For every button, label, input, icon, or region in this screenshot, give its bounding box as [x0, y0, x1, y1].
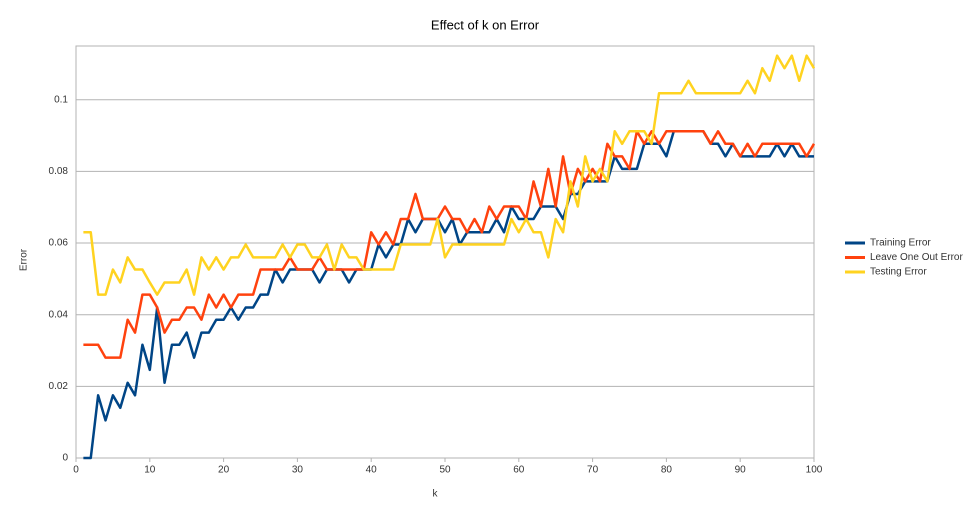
y-tick-label: 0.02: [49, 381, 69, 392]
x-tick-label: 0: [73, 465, 79, 476]
y-axis-label: Error: [19, 248, 30, 271]
plot-border: [75, 45, 815, 459]
x-tick-label: 30: [292, 465, 304, 476]
x-tick-label: 70: [587, 465, 599, 476]
y-tick-label: 0.1: [54, 94, 68, 105]
y-tick-label: 0: [62, 453, 68, 464]
series-line: [83, 130, 816, 359]
x-axis-label: k: [433, 489, 439, 500]
x-tick-label: 80: [661, 465, 673, 476]
legend-label: Testing Error: [870, 267, 927, 278]
series-line: [83, 54, 816, 296]
y-tick-label: 0.08: [49, 166, 69, 177]
x-tick-label: 40: [366, 465, 378, 476]
legend-label: Training Error: [870, 238, 931, 249]
x-tick-label: 50: [439, 465, 451, 476]
x-tick-label: 100: [806, 465, 823, 476]
x-tick-label: 10: [144, 465, 156, 476]
x-tick-label: 20: [218, 465, 230, 476]
x-tick-label: 60: [513, 465, 525, 476]
y-tick-label: 0.04: [49, 309, 69, 320]
y-tick-label: 0.06: [49, 238, 69, 249]
chart-title: Effect of k on Error: [431, 17, 540, 32]
legend-label: Leave One Out Error: [870, 252, 963, 263]
x-tick-label: 90: [735, 465, 747, 476]
